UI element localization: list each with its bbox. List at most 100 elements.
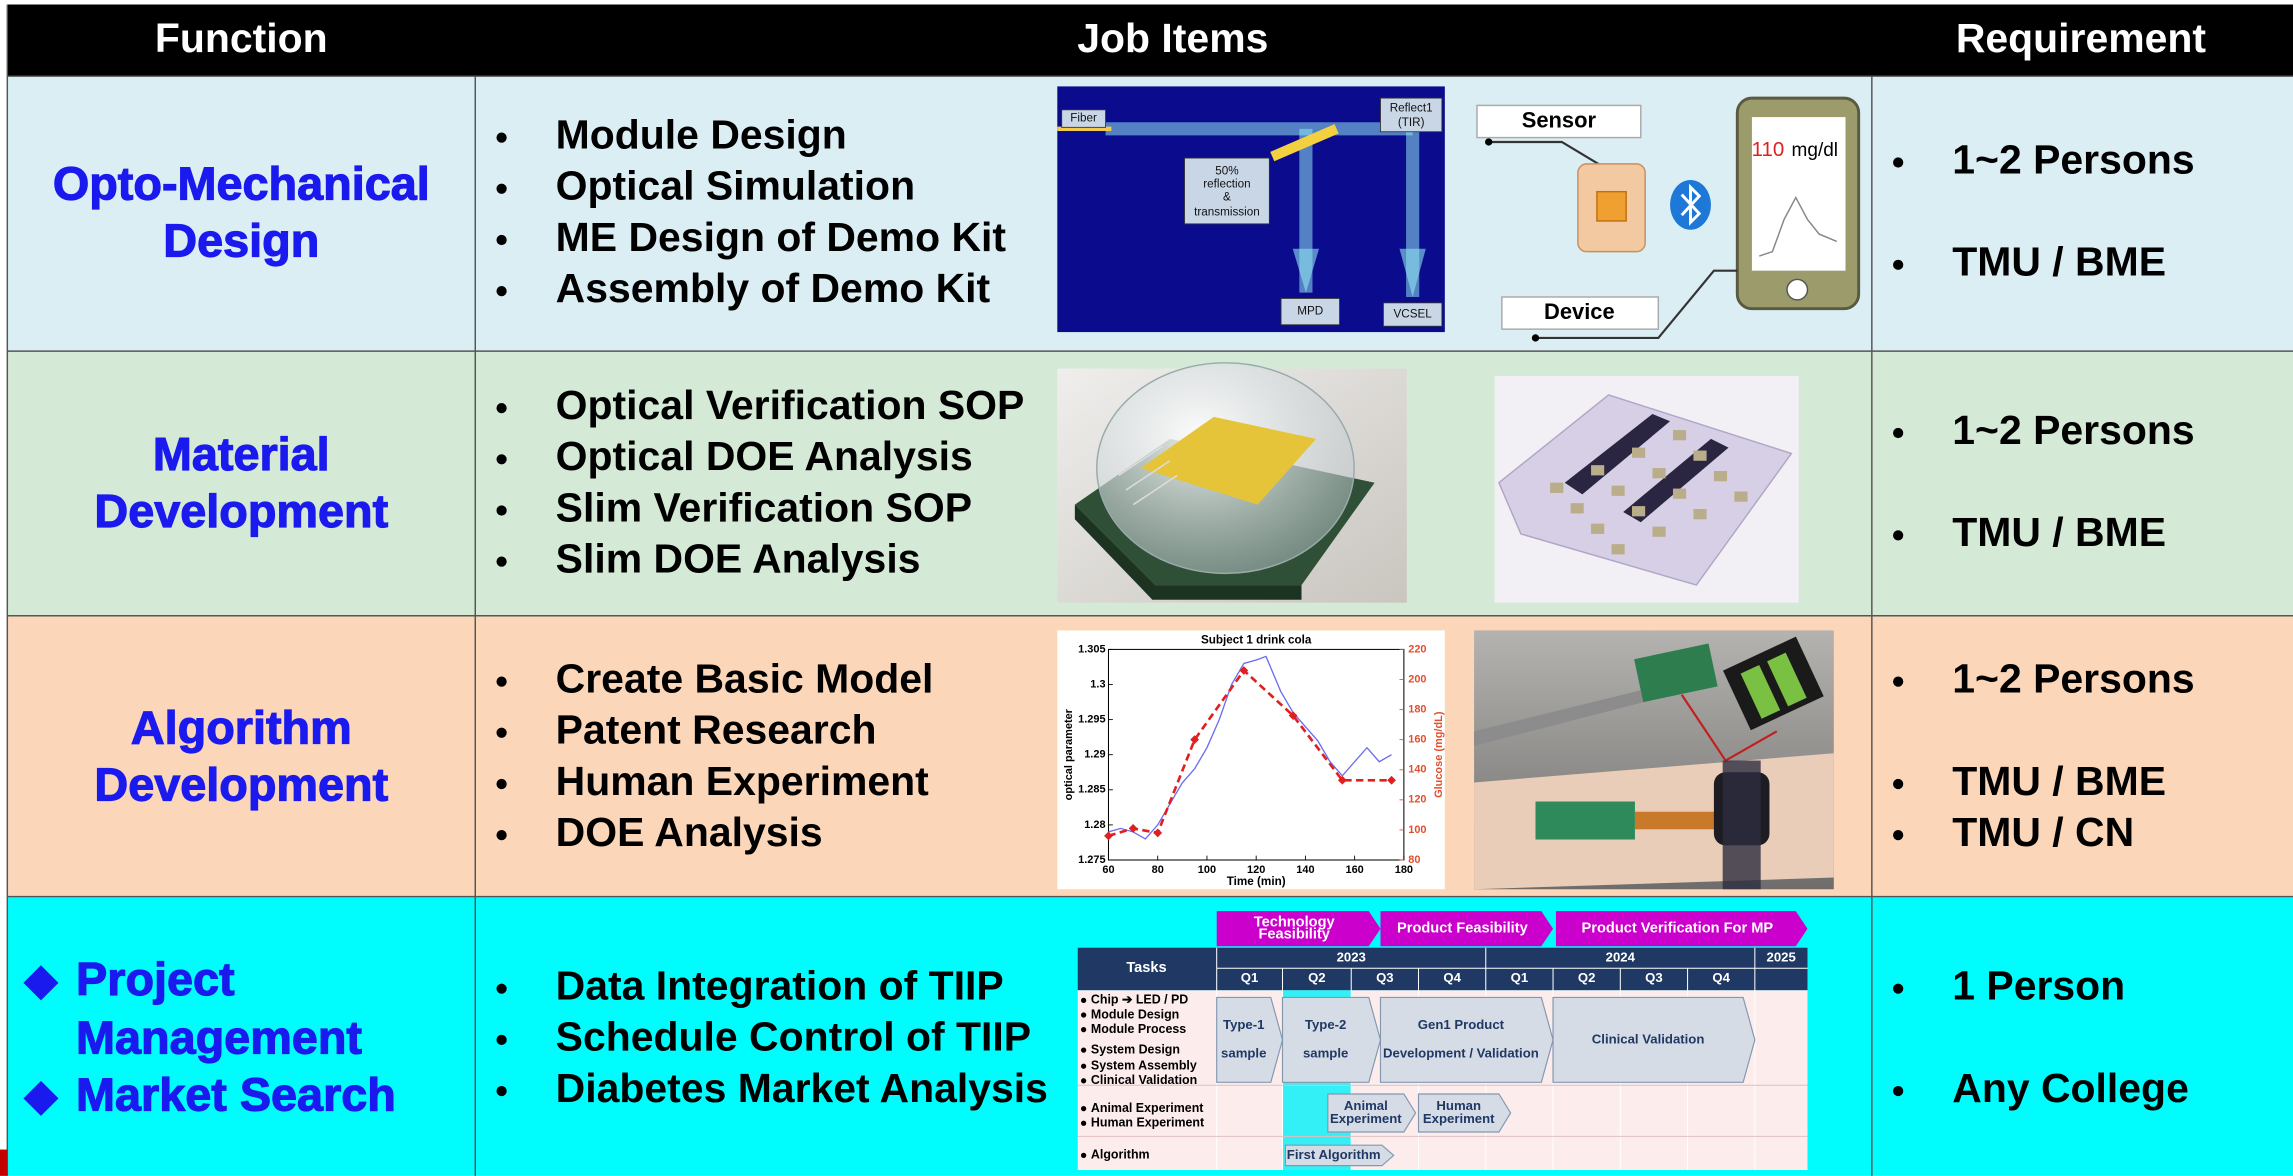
y-tick-label: 1.295	[1078, 714, 1105, 726]
job-item: Optical DOE Analysis	[556, 433, 973, 479]
bullet	[496, 676, 507, 687]
job-item: Assembly of Demo Kit	[556, 265, 991, 311]
y2-tick-label: 120	[1408, 794, 1426, 806]
task-bullet	[1080, 997, 1087, 1004]
bullet	[496, 830, 507, 841]
requirement: 1~2 Persons	[1952, 136, 2194, 182]
quarter-label: Q3	[1376, 970, 1394, 985]
bullet	[496, 403, 507, 414]
task-bar	[1216, 996, 1284, 1083]
data-point	[1387, 775, 1396, 785]
job-item: Schedule Control of TIIP	[556, 1014, 1031, 1060]
data-line	[1108, 655, 1392, 840]
sensor-label: Sensor	[1522, 107, 1597, 132]
job-item: DOE Analysis	[556, 809, 823, 855]
arm-board	[1535, 801, 1635, 840]
requirement: TMU / CN	[1952, 809, 2134, 855]
label-box	[1380, 97, 1443, 133]
corner-mark	[0, 1149, 8, 1176]
header-function: Function	[155, 15, 328, 61]
y2-tick-label: 80	[1408, 854, 1420, 866]
led-wire	[1132, 474, 1178, 506]
bullet	[1893, 157, 1904, 168]
label-box	[1184, 157, 1270, 225]
label-box	[1501, 296, 1660, 330]
bar-label: sample	[1303, 1045, 1348, 1060]
array-led	[1550, 482, 1564, 493]
task-bullet	[1080, 1105, 1087, 1112]
glucose-reading: 110	[1752, 138, 1785, 161]
y-tick-label: 1.29	[1084, 749, 1105, 761]
cable	[1474, 687, 1656, 746]
bullet	[1893, 1085, 1904, 1097]
battery	[1767, 652, 1807, 707]
bar-label: First Algorithm	[1287, 1147, 1381, 1162]
battery	[1740, 665, 1781, 719]
leader-dot	[1531, 334, 1540, 342]
function-label: Design	[163, 215, 319, 267]
gantt-header	[1077, 947, 1808, 991]
diagram-label: transmission	[1194, 205, 1260, 218]
bullet	[496, 556, 507, 567]
job-item: Optical Simulation	[556, 163, 915, 209]
bar-label: Gen1 Product	[1418, 1017, 1505, 1032]
diagram-label: Fiber	[1070, 112, 1097, 125]
bar-label: Human	[1436, 1098, 1481, 1113]
task-bar	[1379, 996, 1554, 1083]
x-tick-label: 160	[1346, 864, 1364, 876]
data-point	[1104, 831, 1113, 841]
bullet	[1893, 676, 1904, 687]
function-label: Development	[94, 485, 388, 537]
requirement: Any College	[1952, 1065, 2189, 1111]
bullet	[1893, 830, 1904, 841]
bullet	[496, 1085, 507, 1097]
bullet	[1893, 778, 1904, 790]
array-led	[1713, 471, 1728, 482]
bullet	[1893, 983, 1904, 994]
array-led	[1570, 503, 1584, 514]
function-label: Development	[94, 759, 388, 811]
label-box	[1476, 104, 1642, 139]
phone-button	[1786, 278, 1809, 301]
label-box	[1382, 302, 1443, 327]
task-bar	[1417, 1093, 1512, 1133]
diamond-bullet	[23, 1080, 59, 1116]
bullet	[496, 183, 507, 194]
bullet	[496, 454, 507, 465]
task-label: System Design	[1091, 1042, 1180, 1056]
leader-dot	[1485, 138, 1493, 146]
task-bullet	[1080, 1078, 1087, 1084]
task-bullet	[1080, 1012, 1087, 1018]
quarter-label: Q4	[1712, 970, 1730, 985]
x-tick-label: 100	[1198, 864, 1216, 876]
chart-title: Subject 1 drink cola	[1201, 634, 1312, 647]
year-label: 2024	[1606, 949, 1636, 964]
array-led	[1672, 430, 1687, 441]
leader-line	[1488, 140, 1607, 170]
led-wire	[1118, 445, 1163, 477]
header-row	[7, 4, 2293, 77]
sensor-board	[1634, 643, 1718, 703]
task-bar	[1552, 996, 1756, 1083]
label-box	[1061, 109, 1106, 128]
bar-label: Animal	[1344, 1098, 1388, 1113]
job-item: Module Design	[556, 111, 847, 157]
y-tick-label: 1.275	[1078, 854, 1105, 866]
quarter-label: Q2	[1578, 970, 1596, 985]
task-label: Module Design	[1091, 1007, 1179, 1021]
phase-arrow	[1380, 911, 1554, 947]
function-label: Opto-Mechanical	[53, 158, 430, 210]
function-label: Material	[153, 428, 330, 480]
task-bar	[1284, 1144, 1395, 1167]
diagram-label: &	[1223, 191, 1231, 204]
diagram-label: 50%	[1215, 164, 1238, 177]
sensor-chip	[1596, 190, 1627, 222]
requirement: TMU / BME	[1952, 239, 2166, 285]
battery-pack	[1723, 636, 1824, 731]
y2-tick-label: 160	[1408, 734, 1426, 746]
y-tick-label: 1.285	[1078, 784, 1105, 796]
array-led	[1693, 509, 1707, 520]
bullet	[496, 234, 507, 246]
